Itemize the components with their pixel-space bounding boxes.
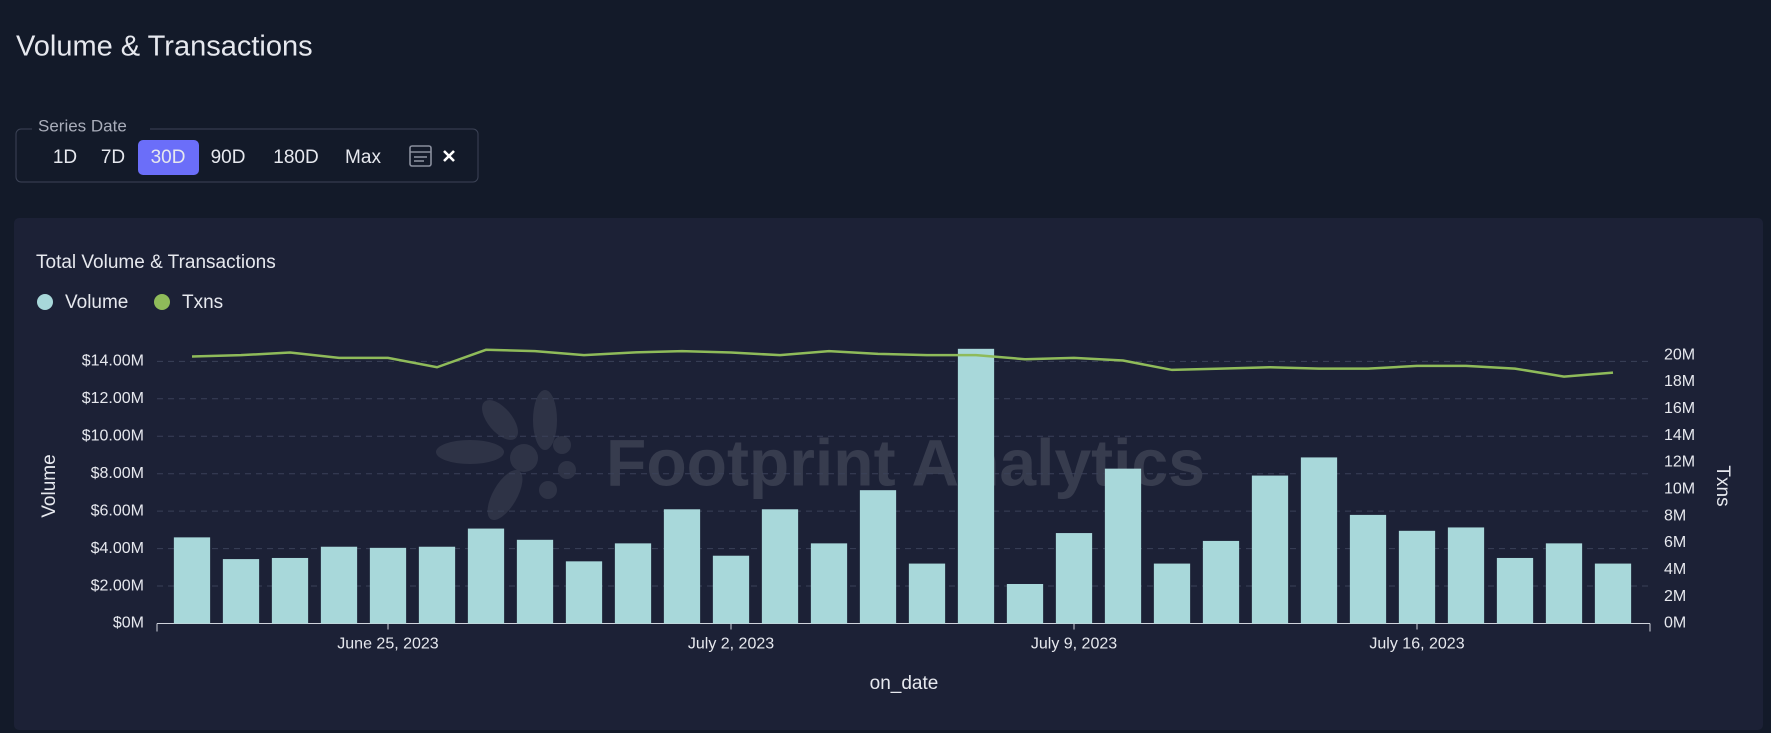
bar	[516, 539, 554, 624]
filter-box	[15, 128, 479, 183]
bar	[565, 561, 603, 624]
y-tick-label: $0M	[113, 615, 144, 632]
watermark-logo	[436, 390, 576, 520]
bar	[1006, 583, 1044, 624]
bar	[1251, 475, 1289, 624]
calendar-icon[interactable]	[409, 145, 432, 167]
filter-option[interactable]: 7D	[101, 147, 125, 168]
y-tick-label: $8.00M	[91, 465, 144, 482]
clear-icon[interactable]	[443, 150, 455, 162]
bar	[859, 490, 897, 624]
y-axis-label: Volume	[39, 454, 60, 517]
filter-option[interactable]: 30D	[151, 147, 186, 168]
filter-label: Series Date	[38, 116, 127, 135]
y2-tick-label: 2M	[1664, 588, 1686, 605]
y-tick-label: $6.00M	[91, 502, 144, 519]
y2-tick-label: 10M	[1664, 481, 1695, 498]
bar	[1496, 557, 1534, 624]
bar	[1349, 514, 1387, 624]
bar	[957, 348, 995, 624]
bar	[1202, 540, 1240, 624]
bar	[467, 528, 505, 624]
y-tick-label: $14.00M	[82, 353, 144, 370]
y-tick-label: $10.00M	[82, 427, 144, 444]
bar	[320, 546, 358, 624]
bar	[1594, 563, 1632, 624]
x-tick-label: July 2, 2023	[688, 636, 774, 653]
legend-swatch	[37, 294, 53, 310]
y-tick-label: $4.00M	[91, 540, 144, 557]
bar	[271, 557, 309, 624]
filter-option[interactable]: 1D	[53, 147, 77, 168]
y-tick-label: $12.00M	[82, 390, 144, 407]
bar	[614, 543, 652, 624]
filter-options: 1D 7D 30D 90D 180D Max	[53, 140, 381, 175]
y2-tick-label: 18M	[1664, 373, 1695, 390]
bar	[1545, 543, 1583, 624]
y-tick-label: $2.00M	[91, 577, 144, 594]
bar	[418, 546, 456, 624]
filter-option[interactable]: Max	[345, 147, 381, 168]
bar	[908, 563, 946, 624]
page-title: Volume & Transactions	[16, 31, 313, 63]
filter-label-bg	[32, 118, 150, 134]
bar	[761, 509, 799, 624]
y2-tick-label: 20M	[1664, 346, 1695, 363]
line	[191, 348, 1614, 378]
y2-tick-label: 0M	[1664, 615, 1686, 632]
y2-tick-label: 12M	[1664, 454, 1695, 471]
bar	[173, 537, 211, 624]
legend-swatch	[154, 294, 170, 310]
legend-label: Volume	[65, 292, 128, 313]
x-tick-label: June 25, 2023	[337, 636, 439, 653]
y2-tick-label: 16M	[1664, 400, 1695, 417]
legend-label: Txns	[182, 292, 223, 313]
bar	[369, 547, 407, 624]
option-selected-bg	[138, 140, 199, 175]
y2-tick-label: 8M	[1664, 507, 1686, 524]
bar	[1300, 457, 1338, 624]
bar	[1398, 530, 1436, 624]
x-tick-label: July 9, 2023	[1031, 636, 1117, 653]
x-tick-label: July 16, 2023	[1369, 636, 1464, 653]
filter-option[interactable]: 90D	[211, 147, 246, 168]
bar	[663, 509, 701, 624]
chart-title: Total Volume & Transactions	[36, 252, 276, 273]
bar	[1104, 468, 1142, 624]
bar	[1055, 533, 1093, 624]
y2-tick-label: 14M	[1664, 427, 1695, 444]
bar	[1447, 527, 1485, 624]
y2-axis-label: Txns	[1712, 465, 1733, 506]
bar	[222, 559, 260, 624]
bar	[1153, 563, 1191, 624]
filter-option[interactable]: 180D	[273, 147, 318, 168]
bar	[810, 543, 848, 624]
x-axis-label: on_date	[870, 673, 939, 694]
bar	[712, 555, 750, 624]
y2-tick-label: 4M	[1664, 561, 1686, 578]
y2-tick-label: 6M	[1664, 534, 1686, 551]
